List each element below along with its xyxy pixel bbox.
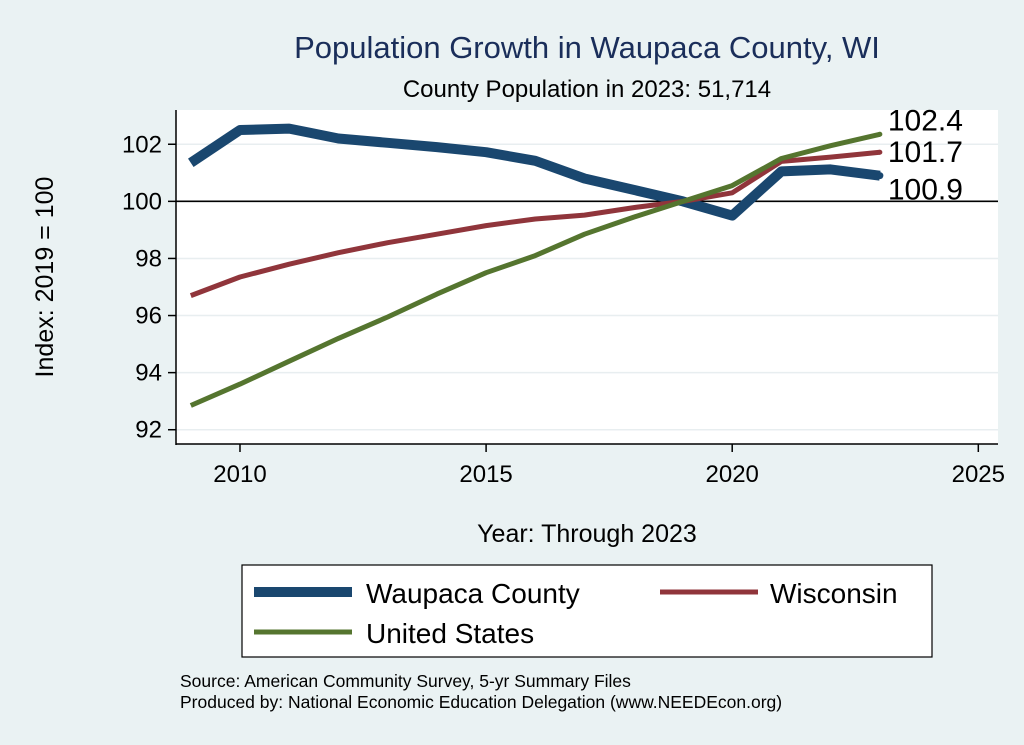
x-tick-label-2015: 2015 (459, 461, 512, 488)
series-line-united-states (189, 131, 881, 408)
y-tick-label-96: 96 (135, 303, 162, 330)
y-axis-label: Index: 2019 = 100 (31, 177, 59, 378)
end-label-united-states: 102.4 (888, 104, 963, 137)
y-tick-label-98: 98 (135, 245, 162, 272)
x-tick-labels: 2010 2015 2020 2025 (213, 444, 1005, 488)
legend-box (241, 564, 933, 658)
source-line: Source: American Community Survey, 5-yr … (180, 671, 631, 691)
x-tick-label-2025: 2025 (952, 461, 1005, 488)
series-line-waupaca-county (188, 123, 881, 221)
series-end-point-waupaca-county (876, 172, 884, 180)
series-end-point-united-states (877, 131, 883, 137)
end-label-wisconsin: 101.7 (888, 136, 963, 169)
legend-label-united-states: United States (366, 618, 534, 649)
x-axis-label: Year: Through 2023 (477, 520, 697, 548)
chart-title: Population Growth in Waupaca County, WI (294, 30, 880, 65)
legend-label-wisconsin: Wisconsin (770, 578, 898, 609)
y-tick-label-100: 100 (122, 188, 162, 215)
x-tick-label-2020: 2020 (706, 461, 759, 488)
x-tick-label-2010: 2010 (213, 461, 266, 488)
legend-label-waupaca-county: Waupaca County (366, 578, 580, 609)
legend: Waupaca County Wisconsin United States (241, 564, 933, 658)
end-label-waupaca-county: 100.9 (888, 174, 963, 207)
y-tick-label-92: 92 (135, 417, 162, 444)
produced-by-line: Produced by: National Economic Education… (180, 692, 782, 712)
plot-area (176, 110, 998, 444)
series-end-point-wisconsin (877, 149, 883, 155)
chart-subtitle: County Population in 2023: 51,714 (403, 76, 771, 103)
y-tick-labels: 92 94 96 98 100 102 (122, 131, 176, 444)
y-tick-label-94: 94 (135, 360, 162, 387)
y-tick-label-102: 102 (122, 131, 162, 158)
series-lines (188, 123, 884, 408)
series-line-wisconsin (189, 149, 881, 298)
